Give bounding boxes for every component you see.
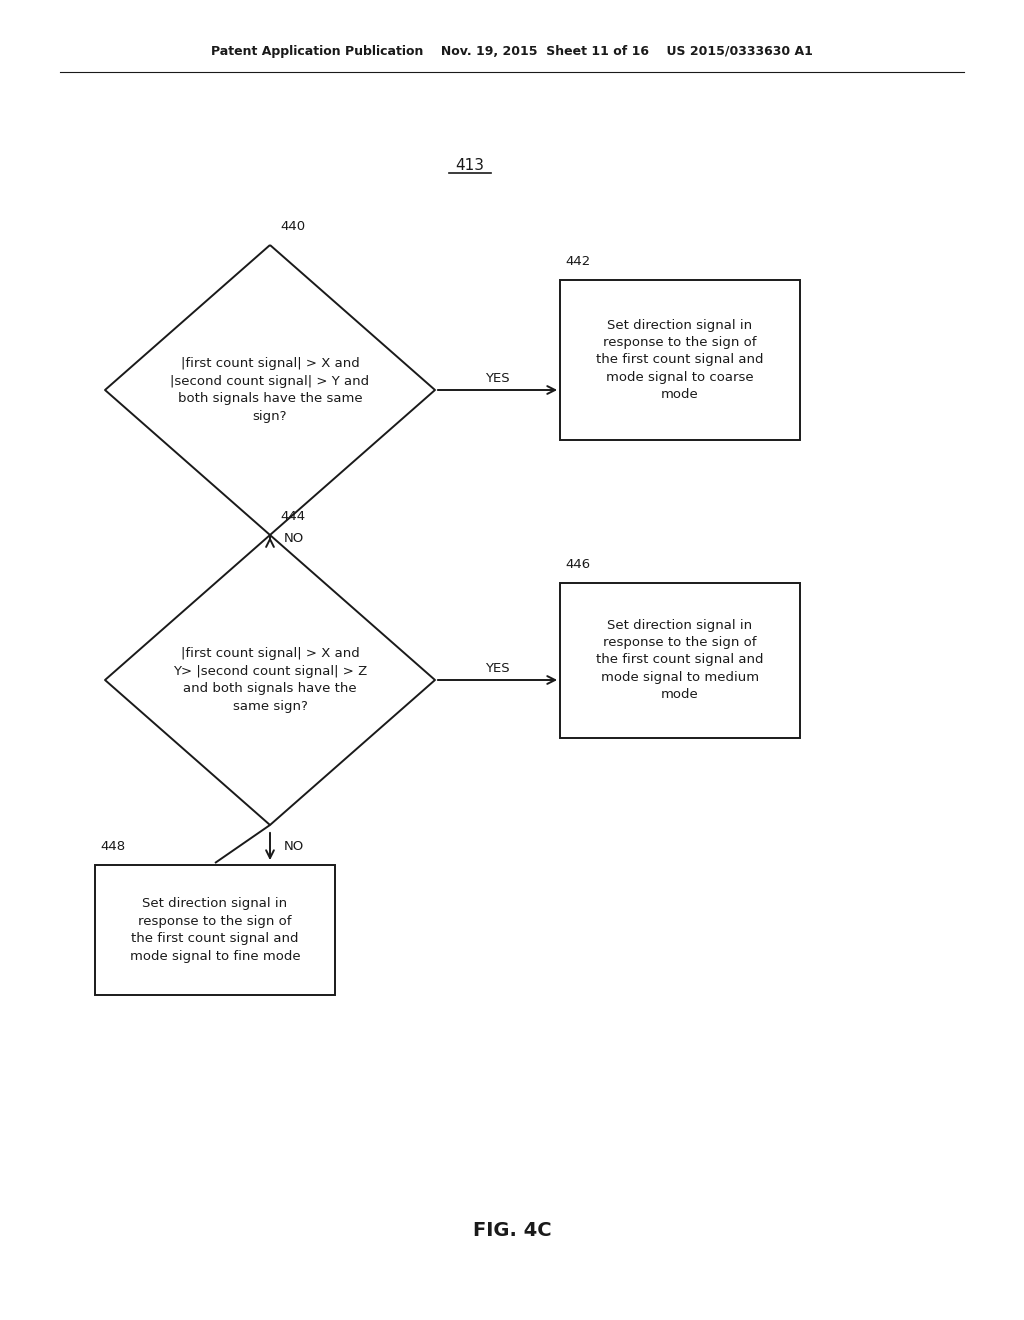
Text: Set direction signal in
response to the sign of
the first count signal and
mode : Set direction signal in response to the …	[596, 318, 764, 401]
Text: FIG. 4C: FIG. 4C	[473, 1221, 551, 1239]
Text: 444: 444	[280, 510, 305, 523]
Text: Set direction signal in
response to the sign of
the first count signal and
mode : Set direction signal in response to the …	[130, 898, 300, 962]
Text: Set direction signal in
response to the sign of
the first count signal and
mode : Set direction signal in response to the …	[596, 619, 764, 701]
Text: YES: YES	[485, 371, 510, 384]
Text: NO: NO	[284, 532, 304, 545]
FancyBboxPatch shape	[95, 865, 335, 995]
Text: Patent Application Publication    Nov. 19, 2015  Sheet 11 of 16    US 2015/03336: Patent Application Publication Nov. 19, …	[211, 45, 813, 58]
Text: YES: YES	[485, 661, 510, 675]
Text: NO: NO	[284, 840, 304, 853]
Text: 448: 448	[100, 840, 125, 853]
Text: 442: 442	[565, 255, 590, 268]
Text: |first count signal| > X and
|second count signal| > Y and
both signals have the: |first count signal| > X and |second cou…	[170, 358, 370, 422]
Text: |first count signal| > X and
Y> |second count signal| > Z
and both signals have : |first count signal| > X and Y> |second …	[173, 647, 368, 713]
Text: 440: 440	[280, 220, 305, 234]
Text: 413: 413	[456, 157, 484, 173]
FancyBboxPatch shape	[560, 582, 800, 738]
FancyBboxPatch shape	[560, 280, 800, 440]
Text: 446: 446	[565, 557, 590, 570]
